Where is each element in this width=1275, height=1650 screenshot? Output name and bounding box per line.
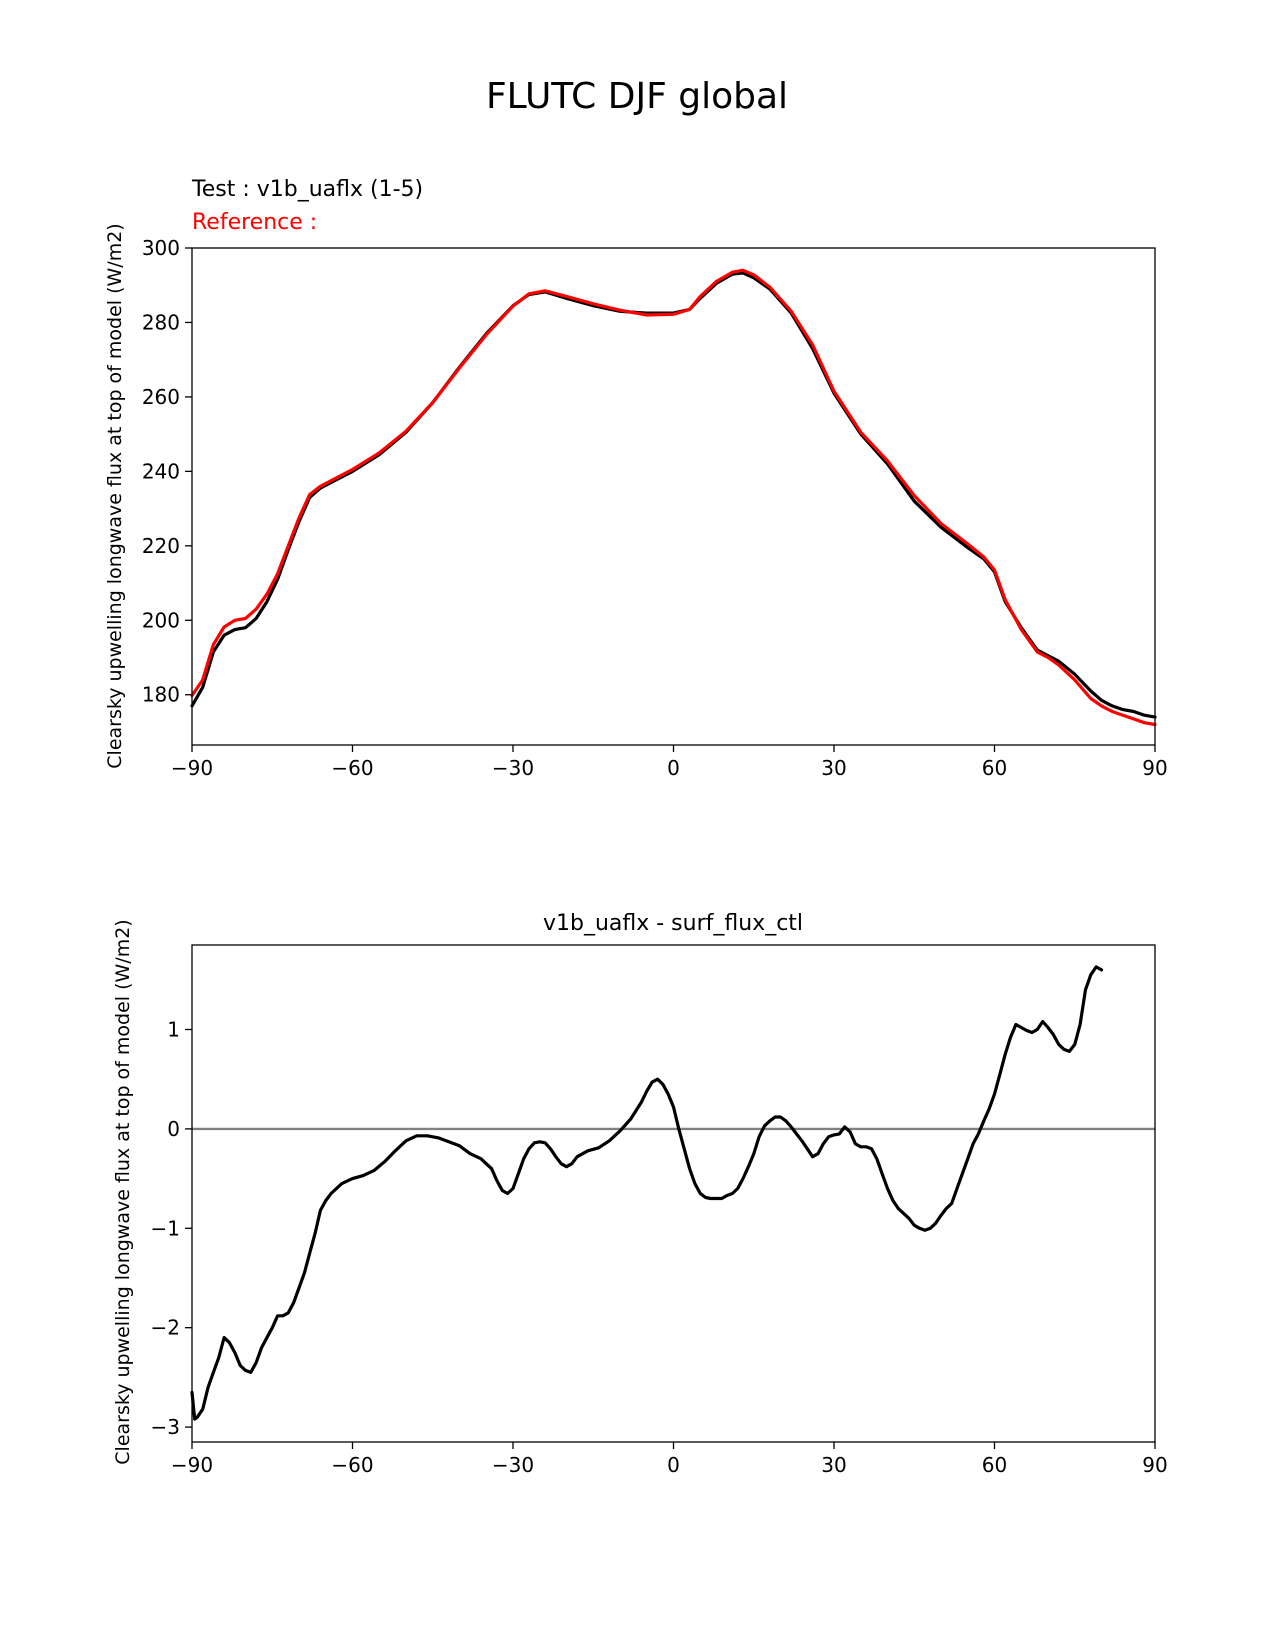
figure-title: FLUTC DJF global	[486, 76, 788, 117]
top-y-tick-label: 220	[142, 534, 180, 558]
bottom-y-axis-label: Clearsky upwelling longwave flux at top …	[112, 919, 134, 1464]
top-y-tick-label: 180	[142, 683, 180, 707]
top-axes-frame	[191, 247, 1156, 746]
top-y-tick-label: 300	[142, 236, 180, 260]
bottom-x-tick-label: 60	[982, 1453, 1007, 1477]
top-x-tick-label: −60	[331, 756, 373, 780]
bottom-y-tick-label: −3	[151, 1415, 180, 1439]
bottom-lines	[190, 965, 1155, 1421]
bottom-x-tick-label: −90	[171, 1453, 213, 1477]
reference-label: Reference :	[192, 210, 317, 235]
top-x-tick-label: 30	[821, 756, 846, 780]
bottom-title: v1b_uaflx - surf_flux_ctl	[543, 911, 803, 936]
bottom-y-tick-label: 1	[167, 1017, 180, 1041]
bottom-x-tick-label: −60	[331, 1453, 373, 1477]
test-label: Test : v1b_uaflx (1-5)	[191, 177, 423, 202]
bottom-series-difference-line	[190, 965, 1104, 1421]
top-x-tick-label: 60	[982, 756, 1007, 780]
top-ticks: −90 −60 −30 0 30 60 90 180 200 220 240 260 280 300	[142, 236, 1168, 780]
bottom-x-tick-label: 30	[821, 1453, 846, 1477]
top-x-tick-label: −90	[171, 756, 213, 780]
top-y-tick-label: 240	[142, 459, 180, 483]
bottom-x-tick-label: 90	[1142, 1453, 1167, 1477]
top-y-axis-label: Clearsky upwelling longwave flux at top …	[104, 223, 126, 768]
top-series-reference-line	[190, 268, 1157, 727]
bottom-axes-frame	[191, 944, 1156, 1443]
top-y-tick-label: 280	[142, 310, 180, 334]
top-x-tick-label: −30	[492, 756, 534, 780]
bottom-y-tick-label: −2	[151, 1316, 180, 1340]
bottom-y-tick-label: −1	[151, 1216, 180, 1240]
bottom-x-tick-label: −30	[492, 1453, 534, 1477]
top-x-tick-label: 90	[1142, 756, 1167, 780]
top-y-tick-label: 200	[142, 608, 180, 632]
top-y-tick-label: 260	[142, 385, 180, 409]
top-x-tick-label: 0	[667, 756, 680, 780]
bottom-chart: v1b_uaflx - surf_flux_ctl Clearsky upwel…	[112, 911, 1168, 1477]
bottom-y-tick-label: 0	[167, 1117, 180, 1141]
top-lines	[190, 268, 1157, 727]
top-chart: Test : v1b_uaflx (1-5) Reference : Clear…	[104, 177, 1168, 780]
bottom-ticks: −90 −60 −30 0 30 60 90 −3 −2 −1 0 1	[151, 1017, 1168, 1477]
bottom-x-tick-label: 0	[667, 1453, 680, 1477]
